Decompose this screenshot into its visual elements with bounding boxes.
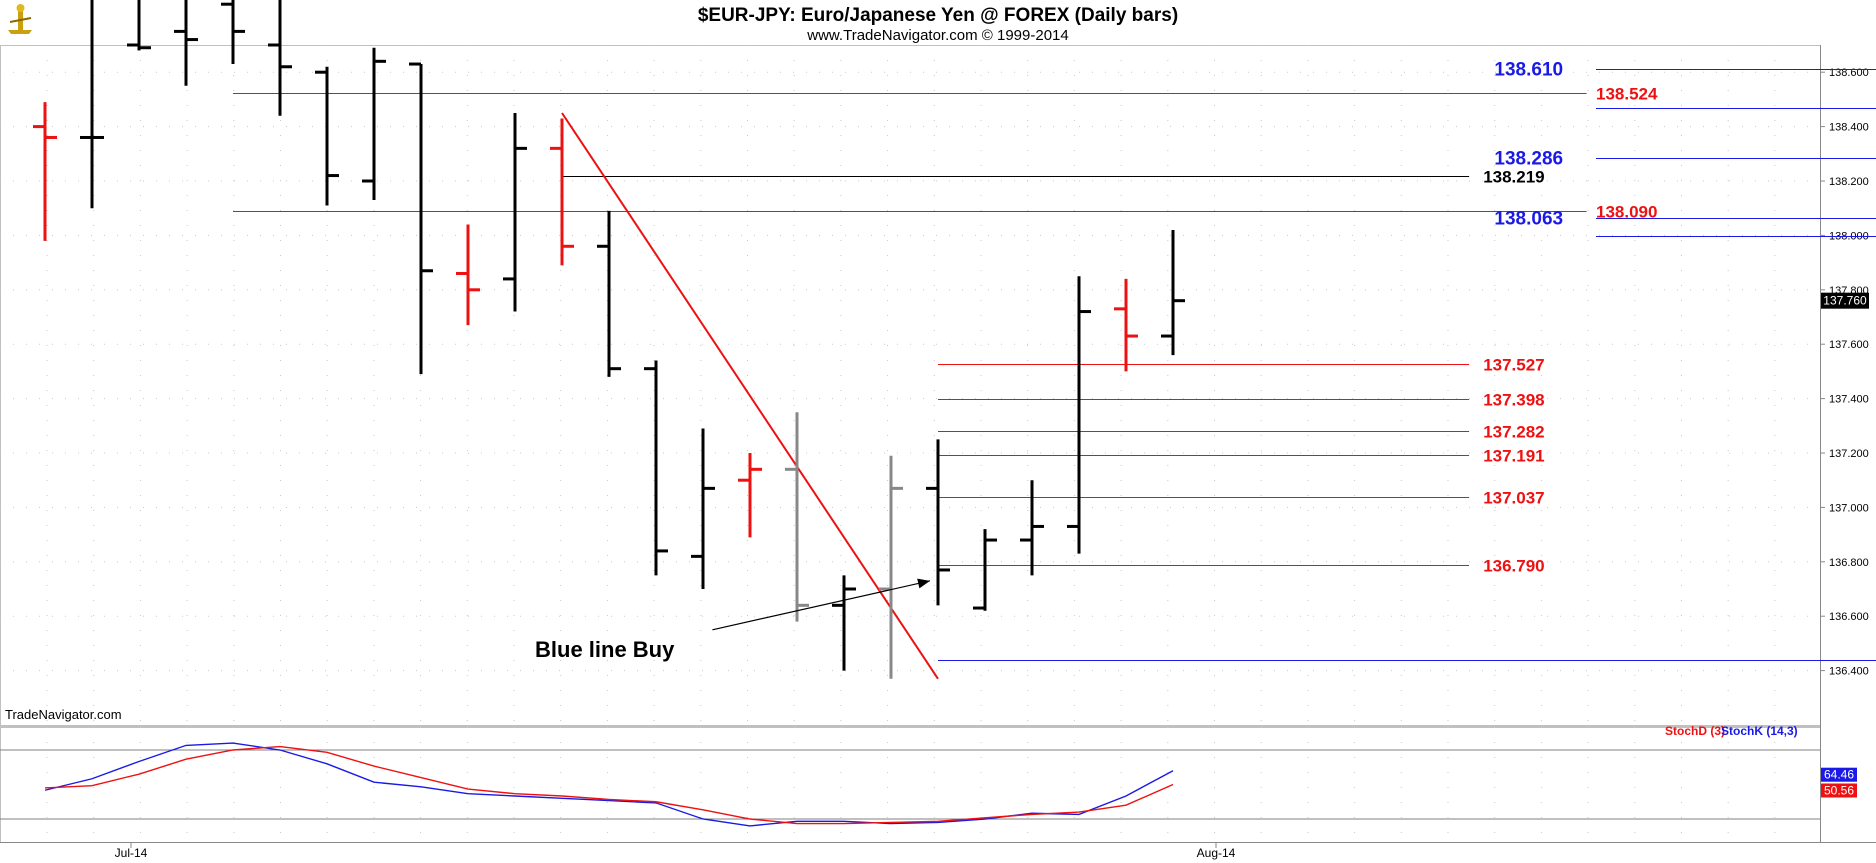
y-tick-label: 138.600 <box>1829 67 1869 79</box>
annotation-arrow-group <box>712 578 931 631</box>
stoch-series-line <box>44 745 1174 825</box>
level-label: 138.286 <box>1494 149 1563 170</box>
y-tick-label: 136.400 <box>1829 666 1869 678</box>
stoch-panel-frame <box>0 727 1821 843</box>
level-label: 137.282 <box>1483 423 1544 442</box>
x-tick-label: Jul-14 <box>115 846 148 860</box>
level-label: 137.398 <box>1483 391 1544 410</box>
y-tick-label: 138.200 <box>1829 176 1869 188</box>
y-tick-label: 138.400 <box>1829 122 1869 134</box>
y-tick-label: 136.800 <box>1829 557 1869 569</box>
watermark-text: TradeNavigator.com <box>5 707 122 722</box>
last-price-value: 137.760 <box>1823 294 1867 308</box>
y-tick-label: 137.400 <box>1829 394 1869 406</box>
y-tick-label: 137.200 <box>1829 448 1869 460</box>
level-label: 136.790 <box>1483 557 1544 576</box>
annotation-arrow-head <box>917 578 930 589</box>
x-tick-label: Aug-14 <box>1197 846 1236 860</box>
level-label: 138.090 <box>1596 203 1657 222</box>
x-axis: Jul-14 Aug-14 <box>115 843 1236 860</box>
legend-stochd: StochD (3) <box>1665 724 1725 738</box>
price-panel-frame <box>0 45 1821 726</box>
y-tick-label: 136.600 <box>1829 611 1869 623</box>
level-lines: 138.610138.524138.470138.286138.219138.0… <box>233 60 1876 661</box>
chart-title: $EUR-JPY: Euro/Japanese Yen @ FOREX (Dai… <box>698 5 1178 26</box>
legend-stochk: StochK (14,3) <box>1721 724 1798 738</box>
level-label: 137.037 <box>1483 489 1544 508</box>
chart-subtitle: www.TradeNavigator.com © 1999-2014 <box>806 27 1068 44</box>
stochd-last-value: 50.56 <box>1824 784 1854 798</box>
annotation-text: Blue line Buy <box>535 637 675 662</box>
stoch-value-tags: 64.46 50.56 <box>1821 767 1857 798</box>
level-label: 137.527 <box>1483 356 1544 375</box>
last-price-tag: 137.760 <box>1821 292 1869 309</box>
level-label: 138.219 <box>1483 168 1544 187</box>
stoch-series-line <box>44 742 1174 827</box>
level-label: 138.524 <box>1596 85 1658 104</box>
level-label: 138.063 <box>1494 209 1563 230</box>
stochk-last-value: 64.46 <box>1824 768 1854 782</box>
grid-dots <box>0 45 1820 725</box>
trendline-group <box>561 112 939 680</box>
stochastic-panel <box>0 727 1820 842</box>
logo-icon <box>8 4 32 34</box>
y-tick-label: 137.600 <box>1829 339 1869 351</box>
level-label: 138.610 <box>1494 60 1563 81</box>
level-label: 137.191 <box>1483 447 1544 466</box>
annotation-arrow-line <box>712 580 931 631</box>
ohlc-bars <box>33 0 1185 679</box>
y-axis: 138.600138.400138.200138.000137.800137.6… <box>1820 67 1869 678</box>
trendline <box>561 112 939 680</box>
y-tick-label: 137.000 <box>1829 502 1869 514</box>
